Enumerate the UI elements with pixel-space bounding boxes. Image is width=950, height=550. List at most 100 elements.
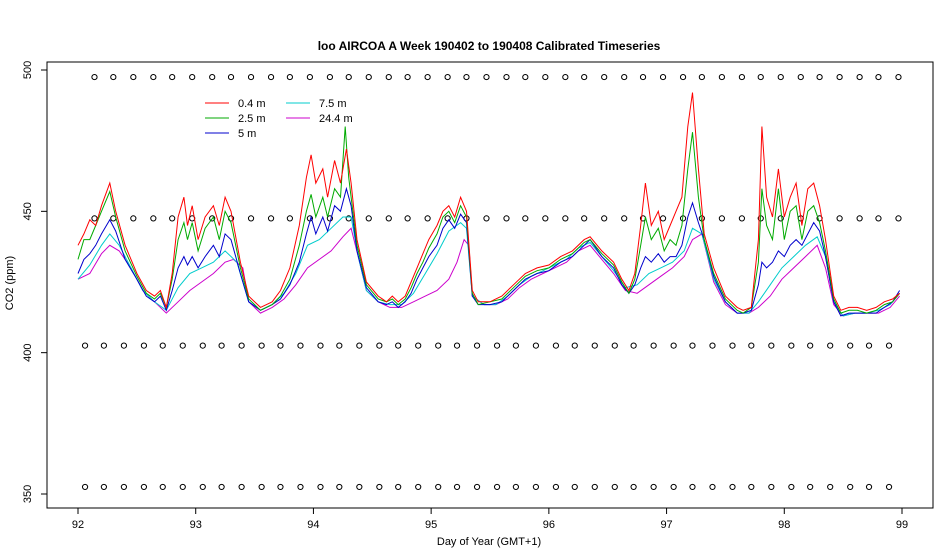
marker-point bbox=[601, 215, 608, 222]
marker-point bbox=[150, 73, 157, 81]
marker-point bbox=[159, 483, 166, 491]
marker-point bbox=[395, 483, 402, 491]
marker-point bbox=[277, 342, 284, 349]
marker-point bbox=[365, 215, 372, 222]
marker-point bbox=[376, 342, 383, 349]
marker-point bbox=[199, 342, 206, 349]
marker-point bbox=[797, 73, 804, 81]
marker-point bbox=[709, 483, 716, 491]
marker-point bbox=[512, 483, 519, 491]
marker-point bbox=[729, 483, 736, 491]
marker-point bbox=[757, 73, 764, 81]
marker-point bbox=[581, 73, 588, 81]
marker-point bbox=[404, 215, 411, 222]
marker-point bbox=[483, 73, 490, 81]
marker-point bbox=[258, 342, 265, 349]
series-line-0-4-m bbox=[77, 92, 900, 311]
marker-point bbox=[218, 342, 225, 349]
marker-point bbox=[345, 73, 352, 81]
x-tick-label: 94 bbox=[307, 519, 319, 531]
marker-point bbox=[453, 342, 461, 349]
marker-point bbox=[807, 342, 814, 349]
marker-point bbox=[532, 342, 540, 349]
marker-point bbox=[385, 73, 392, 81]
marker-point bbox=[493, 342, 501, 349]
marker-point bbox=[542, 215, 549, 222]
marker-point bbox=[169, 215, 176, 222]
marker-point bbox=[120, 483, 128, 491]
marker-point bbox=[415, 483, 422, 491]
marker-point bbox=[621, 215, 628, 222]
marker-point bbox=[542, 73, 549, 81]
marker-point bbox=[286, 215, 293, 222]
marker-point bbox=[788, 483, 795, 491]
marker-point bbox=[336, 342, 343, 349]
x-tick-label: 93 bbox=[190, 519, 202, 531]
marker-point bbox=[247, 73, 255, 81]
marker-point bbox=[552, 342, 560, 349]
marker-point bbox=[591, 342, 598, 349]
marker-point bbox=[650, 483, 657, 491]
y-tick-label: 500 bbox=[22, 61, 34, 79]
marker-point bbox=[562, 215, 569, 222]
marker-point bbox=[748, 483, 755, 491]
marker-point bbox=[130, 215, 137, 222]
marker-point bbox=[81, 342, 89, 349]
marker-point bbox=[199, 483, 206, 491]
marker-point bbox=[415, 342, 422, 349]
marker-point bbox=[709, 342, 716, 349]
marker-point bbox=[591, 483, 598, 491]
marker-point bbox=[847, 342, 854, 349]
marker-point bbox=[238, 342, 245, 349]
marker-point bbox=[768, 342, 775, 349]
marker-point bbox=[91, 215, 98, 222]
marker-point bbox=[130, 73, 137, 81]
marker-point bbox=[424, 73, 431, 81]
marker-point bbox=[356, 483, 363, 491]
marker-point bbox=[189, 73, 196, 81]
y-tick-label: 350 bbox=[22, 485, 34, 503]
marker-point bbox=[140, 483, 148, 491]
series-line-7-5-m bbox=[77, 216, 900, 317]
marker-rows bbox=[81, 73, 902, 491]
marker-point bbox=[247, 215, 255, 222]
marker-point bbox=[630, 342, 637, 349]
marker-point bbox=[297, 342, 304, 349]
marker-point bbox=[895, 73, 902, 81]
marker-point bbox=[503, 215, 510, 222]
marker-point bbox=[532, 483, 540, 491]
marker-point bbox=[424, 215, 431, 222]
marker-point bbox=[336, 483, 343, 491]
marker-point bbox=[444, 73, 451, 81]
marker-point bbox=[493, 483, 501, 491]
marker-point bbox=[788, 342, 795, 349]
y-axis: 350 400 450 500 bbox=[22, 61, 48, 503]
marker-point bbox=[100, 342, 107, 349]
marker-point bbox=[856, 73, 863, 81]
marker-point bbox=[768, 483, 775, 491]
marker-point bbox=[836, 215, 843, 222]
legend-label: 7.5 m bbox=[319, 98, 347, 110]
marker-point bbox=[159, 342, 166, 349]
marker-point bbox=[807, 483, 814, 491]
marker-point bbox=[81, 483, 89, 491]
marker-point bbox=[777, 215, 784, 222]
marker-point bbox=[522, 215, 529, 222]
marker-point bbox=[679, 73, 687, 81]
marker-point bbox=[571, 483, 578, 491]
marker-point bbox=[91, 73, 98, 81]
marker-point bbox=[856, 215, 863, 222]
marker-point bbox=[297, 483, 304, 491]
marker-point bbox=[738, 215, 746, 222]
x-tick-label: 97 bbox=[660, 519, 672, 531]
marker-point bbox=[698, 73, 705, 81]
marker-point bbox=[209, 215, 216, 222]
marker-point bbox=[611, 483, 618, 491]
marker-point bbox=[875, 73, 882, 81]
marker-point bbox=[110, 73, 117, 81]
marker-point bbox=[670, 342, 677, 349]
legend-label: 0.4 m bbox=[238, 98, 266, 110]
marker-point bbox=[267, 215, 275, 222]
marker-point bbox=[140, 342, 148, 349]
x-tick-label: 96 bbox=[543, 519, 555, 531]
